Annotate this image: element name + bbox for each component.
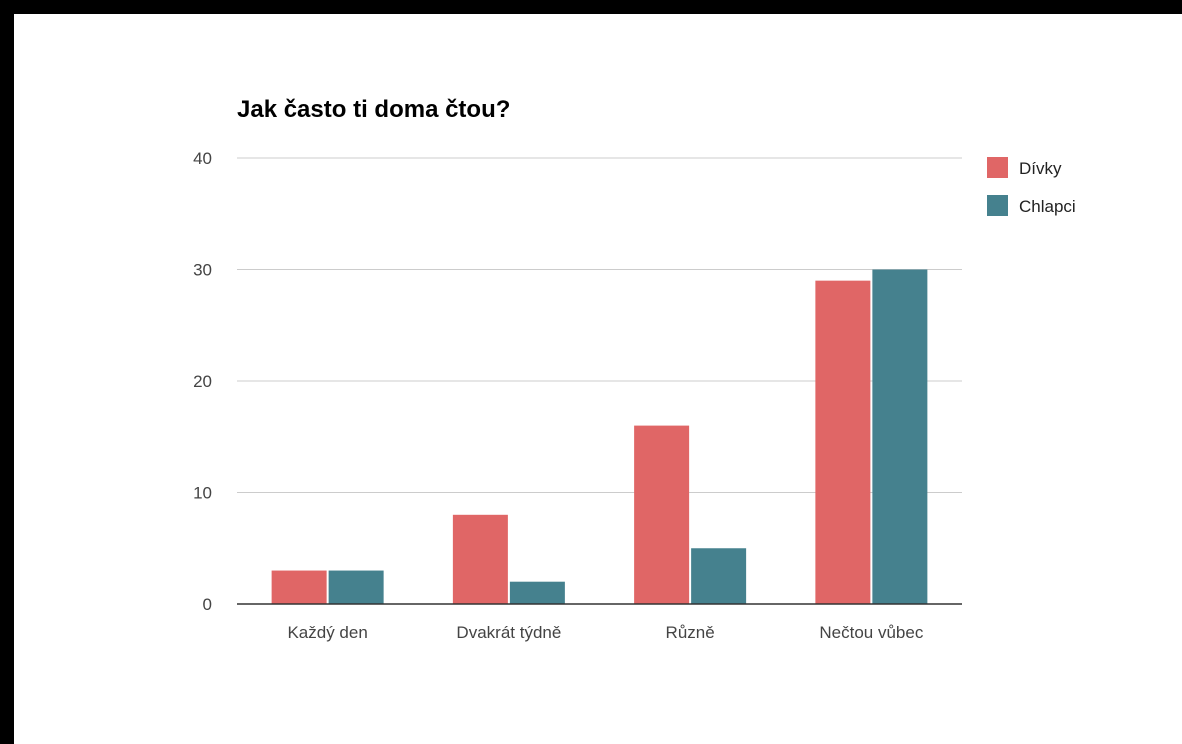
- bar: [271, 570, 327, 604]
- x-tick-label: Nečtou vůbec: [819, 623, 923, 642]
- bar: [872, 269, 928, 604]
- bar: [634, 425, 690, 604]
- bars: [271, 269, 928, 604]
- legend-swatch: [987, 195, 1008, 216]
- bar: [509, 581, 565, 604]
- bar: [328, 570, 384, 604]
- x-axis-ticks: Každý den Dvakrát týdně Různě Nečtou vůbec: [287, 623, 923, 642]
- bar: [691, 548, 747, 604]
- bar: [452, 514, 508, 604]
- x-tick-label: Dvakrát týdně: [456, 623, 561, 642]
- chart-title: Jak často ti doma čtou?: [237, 96, 510, 123]
- y-tick-label: 10: [193, 484, 212, 503]
- legend-label: Chlapci: [1019, 197, 1076, 216]
- y-tick-label: 0: [203, 595, 212, 614]
- chart-background: [14, 14, 1182, 744]
- y-tick-label: 40: [193, 149, 212, 168]
- legend: Dívky Chlapci: [987, 157, 1076, 216]
- y-tick-label: 30: [193, 261, 212, 280]
- x-tick-label: Různě: [666, 623, 715, 642]
- legend-swatch: [987, 157, 1008, 178]
- y-tick-label: 20: [193, 372, 212, 391]
- legend-label: Dívky: [1019, 159, 1062, 178]
- y-axis-ticks: 0 10 20 30 40: [193, 149, 212, 614]
- bar: [815, 280, 871, 604]
- x-tick-label: Každý den: [287, 623, 367, 642]
